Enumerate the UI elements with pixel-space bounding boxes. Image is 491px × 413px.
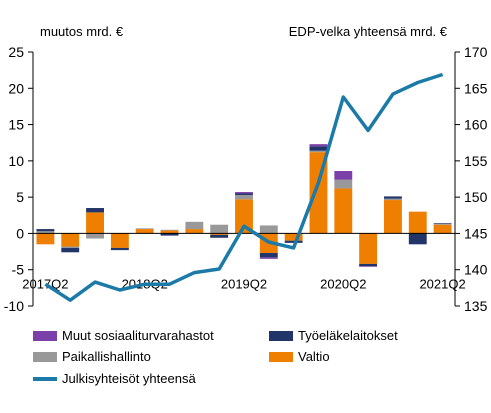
right-tick-label: 150 — [464, 189, 488, 205]
bar-valtio-2017Q3 — [61, 233, 80, 247]
bar-paikallishallinto-2018Q3 — [160, 229, 179, 231]
right-tick-label: 155 — [464, 153, 488, 169]
bar-ty-el-kelaitokset-2019Q1 — [210, 234, 229, 238]
bar-valtio-2017Q4 — [86, 212, 104, 234]
bar-ty-el-kelaitokset-2020Q4 — [384, 196, 402, 199]
bar-valtio-2020Q3 — [359, 233, 378, 264]
bar-ty-el-kelaitokset-2018Q3 — [160, 233, 179, 236]
left-tick-label: 25 — [8, 44, 24, 60]
bar-valtio-2019Q4 — [284, 233, 303, 241]
legend-swatch-tyoelake — [269, 330, 293, 341]
legend-item-tyoelakelaitokset: Työeläkelaitokset — [269, 328, 398, 343]
bar-muut-sosiaaliturvarahastot-2020Q3 — [359, 266, 378, 267]
right-tick-label: 160 — [464, 117, 488, 133]
bar-paikallishallinto-2020Q1 — [309, 150, 328, 153]
bar-valtio-2020Q2 — [334, 188, 353, 234]
legend-label-valtio: Valtio — [298, 349, 330, 364]
bar-valtio-2017Q2 — [36, 233, 55, 245]
right-tick-label: 140 — [464, 262, 488, 278]
legend-swatch-paikallis — [33, 351, 57, 362]
bar-valtio-2019Q2 — [235, 199, 253, 234]
bar-valtio-2019Q1 — [210, 233, 229, 235]
bar-paikallishallinto-2017Q4 — [86, 233, 104, 239]
bar-paikallishallinto-2017Q2 — [36, 231, 55, 234]
bar-ty-el-kelaitokset-2021Q1 — [408, 233, 427, 245]
left-tick-label: -5 — [12, 262, 25, 278]
bar-paikallishallinto-2017Q3 — [61, 246, 80, 248]
bar-ty-el-kelaitokset-2019Q2 — [235, 193, 253, 195]
right-axis-label: EDP-velka yhteensä mrd. € — [288, 24, 447, 39]
legend-label-muut: Muut sosiaaliturvarahastot — [62, 328, 214, 343]
legend-label-tyoelake: Työeläkelaitokset — [298, 328, 398, 343]
bar-muut-sosiaaliturvarahastot-2020Q2 — [334, 171, 353, 180]
left-tick-label: 15 — [8, 117, 24, 133]
legend-item-julkisyhteisot: Julkisyhteisöt yhteensä — [33, 371, 196, 386]
right-tick-label: 145 — [464, 225, 488, 241]
legend-item-valtio: Valtio — [269, 349, 330, 364]
bar-paikallishallinto-2019Q1 — [210, 224, 229, 234]
legend-swatch-muut — [33, 330, 57, 341]
bar-valtio-2018Q4 — [185, 229, 204, 234]
bar-valtio-2020Q4 — [384, 200, 402, 234]
bar-ty-el-kelaitokset-2021Q2 — [433, 223, 452, 224]
bar-ty-el-kelaitokset-2020Q3 — [359, 263, 378, 267]
bar-valtio-2021Q2 — [433, 224, 452, 234]
left-tick-label: -10 — [4, 298, 24, 314]
chart: 2017Q2 2018Q2 2019Q2 2020Q2 2021Q2 -10-50510… — [4, 44, 488, 314]
bar-ty-el-kelaitokset-2020Q1 — [309, 146, 328, 151]
right-tick-label-group: 135 140 145 150 155 160 165 170 — [455, 44, 488, 314]
x-tick-label-group: 2017Q2 2018Q2 2019Q2 2020Q2 2021Q2 — [22, 276, 465, 291]
bar-paikallishallinto-2018Q4 — [185, 221, 204, 230]
bar-muut-sosiaaliturvarahastot-2019Q2 — [235, 192, 253, 194]
legend-label-julkisyhteisot: Julkisyhteisöt yhteensä — [62, 371, 196, 386]
legend-item-muut-sosiaaliturvarahastot: Muut sosiaaliturvarahastot — [33, 328, 214, 343]
bar-muut-sosiaaliturvarahastot-2020Q1 — [309, 144, 328, 147]
bar-paikallishallinto-2019Q3 — [259, 225, 278, 234]
bar-paikallishallinto-2020Q4 — [384, 198, 402, 201]
bar-muut-sosiaaliturvarahastot-2019Q3 — [259, 257, 278, 259]
legend-item-paikallishallinto: Paikallishallinto — [33, 349, 151, 364]
right-tick-label: 170 — [464, 44, 488, 60]
bar-group — [36, 144, 452, 267]
bar-ty-el-kelaitokset-2017Q4 — [86, 208, 104, 213]
left-tick-label-group: -10 -5 0 5 10 15 20 25 — [4, 44, 33, 314]
left-axis-label: muutos mrd. € — [40, 24, 124, 39]
bar-valtio-2018Q1 — [110, 233, 129, 248]
bar-paikallishallinto-2018Q2 — [135, 228, 154, 230]
bar-ty-el-kelaitokset-2019Q4 — [284, 240, 303, 243]
bar-ty-el-kelaitokset-2017Q2 — [36, 229, 55, 232]
left-tick-label: 5 — [16, 189, 24, 205]
bar-paikallishallinto-2019Q2 — [235, 194, 253, 200]
legend-line-julkisyhteisot — [33, 376, 57, 381]
bar-valtio-2018Q3 — [160, 230, 179, 234]
bar-ty-el-kelaitokset-2018Q1 — [110, 247, 129, 251]
left-tick-label: 10 — [8, 153, 24, 169]
bar-ty-el-kelaitokset-2019Q3 — [259, 253, 278, 258]
legend-label-paikallis: Paikallishallinto — [62, 349, 151, 364]
right-tick-label: 165 — [464, 80, 488, 96]
bar-paikallishallinto-2021Q2 — [433, 223, 452, 225]
x-tick-label: 2021Q2 — [419, 276, 465, 291]
total-debt-line — [44, 72, 444, 302]
bar-paikallishallinto-2020Q2 — [334, 179, 353, 189]
legend-swatch-valtio — [269, 351, 293, 362]
bar-ty-el-kelaitokset-2017Q3 — [61, 247, 80, 253]
legend: Muut sosiaaliturvarahastot Työeläkelaito… — [0, 320, 491, 413]
bar-valtio-2021Q1 — [408, 211, 427, 234]
x-tick-label: 2020Q2 — [320, 276, 366, 291]
left-tick-label: 0 — [16, 225, 24, 241]
x-tick-label: 2019Q2 — [221, 276, 267, 291]
x-tick-label: 2017Q2 — [22, 276, 68, 291]
left-tick-label: 20 — [8, 80, 24, 96]
bar-valtio-2018Q2 — [135, 229, 154, 234]
right-tick-label: 135 — [464, 298, 488, 314]
